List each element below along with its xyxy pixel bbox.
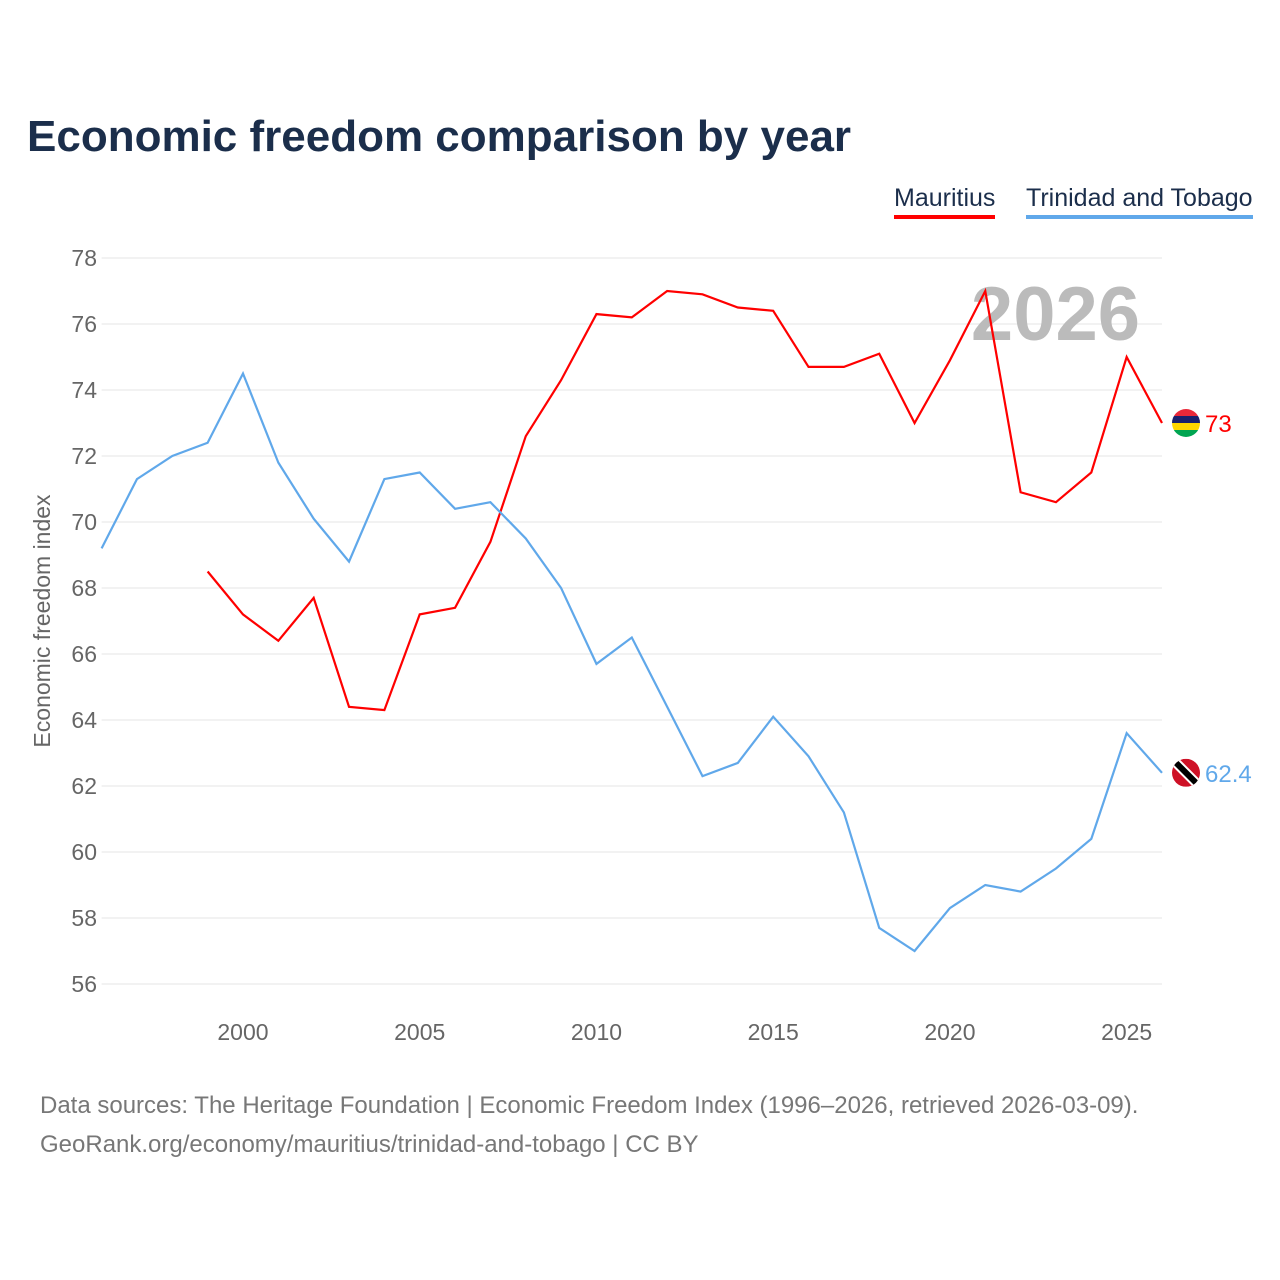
data-point[interactable] (806, 364, 812, 370)
data-point[interactable] (1124, 354, 1130, 360)
data-point[interactable] (947, 905, 953, 911)
data-point[interactable] (1018, 889, 1024, 895)
y-tick-label: 60 (71, 839, 97, 865)
data-point[interactable] (346, 704, 352, 710)
data-point[interactable] (1159, 770, 1165, 776)
attribution-link[interactable]: GeoRank.org/economy/mauritius/trinidad-a… (40, 1131, 699, 1158)
data-point[interactable] (876, 351, 882, 357)
data-point[interactable] (770, 714, 776, 720)
end-value-label: 73 (1205, 411, 1232, 438)
data-point[interactable] (664, 704, 670, 710)
series-line-trinidad[interactable] (100, 370, 1163, 953)
data-point[interactable] (982, 882, 988, 888)
y-tick-label: 66 (71, 641, 97, 667)
y-tick-label: 56 (71, 971, 97, 997)
data-point[interactable] (699, 291, 705, 297)
legend-trinidad-and-tobago[interactable]: Trinidad and Tobago (1026, 184, 1253, 219)
data-point[interactable] (381, 707, 387, 713)
data-point[interactable] (240, 611, 246, 617)
data-point[interactable] (346, 559, 352, 565)
footer: Data sources: The Heritage Foundation | … (40, 1086, 1138, 1164)
data-point[interactable] (275, 638, 281, 644)
y-tick-label: 74 (71, 377, 97, 403)
data-point[interactable] (417, 611, 423, 617)
data-point[interactable] (169, 453, 175, 459)
data-point[interactable] (452, 506, 458, 512)
data-point[interactable] (558, 377, 564, 383)
y-tick-label: 64 (71, 707, 97, 733)
data-point[interactable] (134, 476, 140, 482)
x-tick-label: 2005 (394, 1019, 445, 1045)
x-tick-label: 2015 (748, 1019, 799, 1045)
data-point[interactable] (841, 809, 847, 815)
y-axis-label: Economic freedom index (29, 494, 55, 748)
data-point[interactable] (523, 536, 529, 542)
data-point[interactable] (593, 661, 599, 667)
y-tick-label: 76 (71, 311, 97, 337)
trinidad-flag-icon (1172, 758, 1200, 787)
data-point[interactable] (1159, 420, 1165, 426)
data-point[interactable] (699, 773, 705, 779)
x-tick-label: 2025 (1101, 1019, 1152, 1045)
data-point[interactable] (205, 569, 211, 575)
y-tick-label: 72 (71, 443, 97, 469)
data-point[interactable] (770, 308, 776, 314)
data-point[interactable] (275, 460, 281, 466)
data-point[interactable] (311, 595, 317, 601)
chart-title: Economic freedom comparison by year (27, 112, 852, 161)
data-point[interactable] (629, 635, 635, 641)
data-point[interactable] (381, 476, 387, 482)
data-point[interactable] (629, 314, 635, 320)
x-tick-label: 2020 (924, 1019, 975, 1045)
data-point[interactable] (735, 760, 741, 766)
legend-mauritius[interactable]: Mauritius (894, 184, 996, 219)
data-point[interactable] (205, 440, 211, 446)
source-text: Data sources: The Heritage Foundation | … (40, 1092, 1139, 1119)
mauritius-flag-icon (1172, 409, 1200, 437)
data-point[interactable] (240, 371, 246, 377)
data-point[interactable] (487, 499, 493, 505)
data-point[interactable] (417, 470, 423, 476)
data-point[interactable] (947, 357, 953, 363)
data-point[interactable] (876, 925, 882, 931)
data-point[interactable] (1088, 470, 1094, 476)
data-point[interactable] (982, 288, 988, 294)
y-tick-label: 68 (71, 575, 97, 601)
data-point[interactable] (452, 605, 458, 611)
data-point[interactable] (1018, 489, 1024, 495)
data-point[interactable] (1088, 836, 1094, 842)
y-tick-label: 58 (71, 905, 97, 931)
y-tick-label: 78 (71, 245, 97, 271)
data-point[interactable] (735, 305, 741, 311)
data-point[interactable] (523, 433, 529, 439)
data-point[interactable] (806, 753, 812, 759)
data-point[interactable] (487, 539, 493, 545)
x-tick-label: 2010 (571, 1019, 622, 1045)
data-point[interactable] (1124, 730, 1130, 736)
data-point[interactable] (841, 364, 847, 370)
year-watermark: 2026 (971, 272, 1140, 357)
data-point[interactable] (912, 948, 918, 954)
data-point[interactable] (1053, 499, 1059, 505)
y-tick-label: 70 (71, 509, 97, 535)
data-point[interactable] (664, 288, 670, 294)
data-point[interactable] (1053, 866, 1059, 872)
data-point[interactable] (311, 516, 317, 522)
data-point[interactable] (558, 585, 564, 591)
x-tick-label: 2000 (217, 1019, 268, 1045)
data-point[interactable] (99, 545, 105, 551)
data-point[interactable] (593, 311, 599, 317)
series-line-mauritius[interactable] (206, 287, 1163, 712)
y-tick-label: 62 (71, 773, 97, 799)
end-value-label: 62.4 (1205, 761, 1252, 788)
data-point[interactable] (912, 420, 918, 426)
